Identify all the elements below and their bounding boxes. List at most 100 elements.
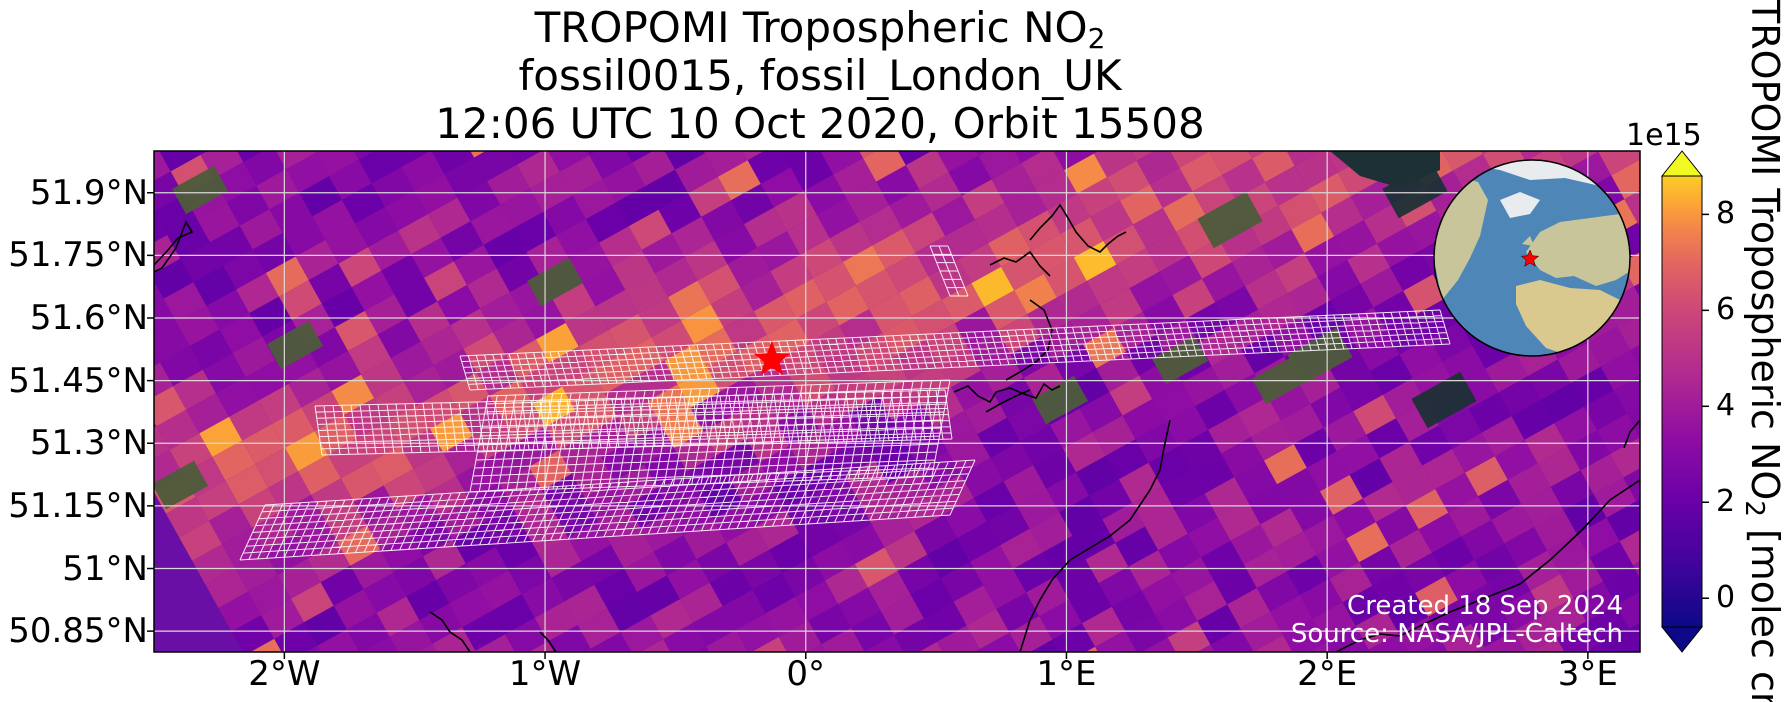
no2-pixel [1179, 151, 1223, 192]
no2-pixel [856, 269, 899, 310]
no2-pixel [536, 322, 579, 363]
no2-pixel [756, 509, 799, 550]
no2-pixel [970, 545, 1013, 586]
no2-pixel [1427, 107, 1470, 147]
no2-pixel [1021, 151, 1065, 187]
no2-pixel [308, 263, 352, 304]
no2-pixel [765, 596, 809, 637]
no2-pixel [936, 151, 979, 173]
no2-pixel [1636, 151, 1640, 158]
no2-pixel [1412, 361, 1456, 402]
no2-pixel [829, 221, 873, 262]
no2-pixel [288, 367, 332, 408]
no2-pixel [726, 526, 770, 567]
no2-pixel [611, 528, 654, 569]
no2-pixel [677, 367, 721, 408]
no2-pixel [589, 151, 633, 179]
no2-pixel [351, 270, 395, 311]
no2-pixel [781, 151, 821, 168]
no2-pixel [1375, 505, 1419, 546]
no2-pixel [1550, 470, 1594, 511]
no2-pixel [307, 542, 351, 583]
no2-pixel [436, 563, 479, 604]
no2-pixel [1438, 408, 1482, 449]
no2-pixel [559, 155, 603, 196]
no2-pixel [522, 299, 566, 340]
no2-pixel [1280, 404, 1324, 445]
no2-pixel [229, 400, 272, 441]
no2-pixel [957, 521, 1000, 562]
lon-tick-label: 2°W [248, 654, 321, 694]
no2-pixel [154, 281, 164, 305]
no2-pixel [250, 638, 282, 652]
no2-pixel [936, 625, 980, 652]
no2-pixel [375, 103, 418, 143]
no2-pixel [973, 481, 1017, 522]
no2-pixel [752, 573, 796, 614]
no2-pixel [565, 306, 609, 347]
no2-pixel [625, 151, 653, 163]
no2-pixel [1429, 321, 1473, 362]
no2-pixel [703, 151, 709, 154]
no2-pixel [1478, 479, 1521, 520]
no2-pixel [597, 504, 641, 545]
lat-tick-label: 51°N [62, 548, 148, 589]
no2-pixel [1001, 250, 1044, 291]
no2-pixel [1597, 413, 1640, 454]
no2-pixel [199, 416, 243, 457]
no2-pixel [340, 461, 384, 502]
no2-pixel [320, 565, 364, 606]
no2-pixel [1209, 151, 1253, 175]
no2-pixel [1039, 599, 1082, 640]
no2-pixel [651, 320, 695, 361]
no2-pixel [1528, 359, 1571, 400]
colorbar-tick-label: 6 [1716, 292, 1736, 328]
no2-pixel [854, 547, 898, 588]
no2-pixel [492, 594, 535, 635]
no2-pixel [841, 523, 885, 564]
no2-pixel [923, 109, 966, 149]
no2-pixel [1507, 463, 1551, 504]
no2-pixel [722, 97, 765, 137]
no2-pixel [432, 627, 476, 652]
no2-pixel [908, 363, 952, 404]
no2-pixel [1116, 248, 1160, 289]
no2-pixel [291, 582, 334, 623]
no2-pixel [901, 490, 944, 531]
no2-pixel [595, 289, 639, 330]
colorbar [1660, 150, 1709, 653]
lon-tick-label: 3°E [1557, 654, 1618, 694]
map-title: TROPOMI Tropospheric NO2 fossil0015, fos… [154, 4, 1486, 148]
no2-pixel [1004, 186, 1048, 227]
no2-pixel [1452, 432, 1495, 473]
no2-pixel [443, 436, 486, 477]
no2-pixel [1461, 519, 1505, 560]
no2-pixel [1154, 597, 1198, 638]
no2-pixel [371, 167, 415, 207]
no2-pixel [180, 242, 224, 283]
no2-pixel [373, 660, 416, 700]
no2-pixel [1053, 344, 1097, 385]
title-line-1: TROPOMI Tropospheric NO2 [534, 3, 1106, 55]
no2-pixel [1531, 638, 1565, 652]
no-data-patch [172, 165, 228, 215]
no2-pixel [1009, 616, 1053, 652]
no2-pixel [1587, 645, 1604, 652]
no2-pixel [1253, 635, 1293, 652]
no2-pixel [898, 276, 942, 317]
no2-pixel [1145, 510, 1188, 551]
no2-pixel [1085, 543, 1129, 584]
no2-pixel [1286, 151, 1322, 166]
no2-pixel [496, 252, 540, 293]
no2-pixel [154, 258, 194, 299]
no2-pixel [279, 280, 322, 321]
no2-pixel [548, 151, 590, 172]
no2-pixel [683, 519, 727, 559]
no2-pixel [675, 153, 718, 194]
no2-pixel [1218, 222, 1262, 263]
no2-pixel [644, 448, 688, 489]
no2-pixel [632, 151, 676, 187]
no2-pixel [361, 358, 404, 399]
no2-pixel [1353, 394, 1397, 435]
